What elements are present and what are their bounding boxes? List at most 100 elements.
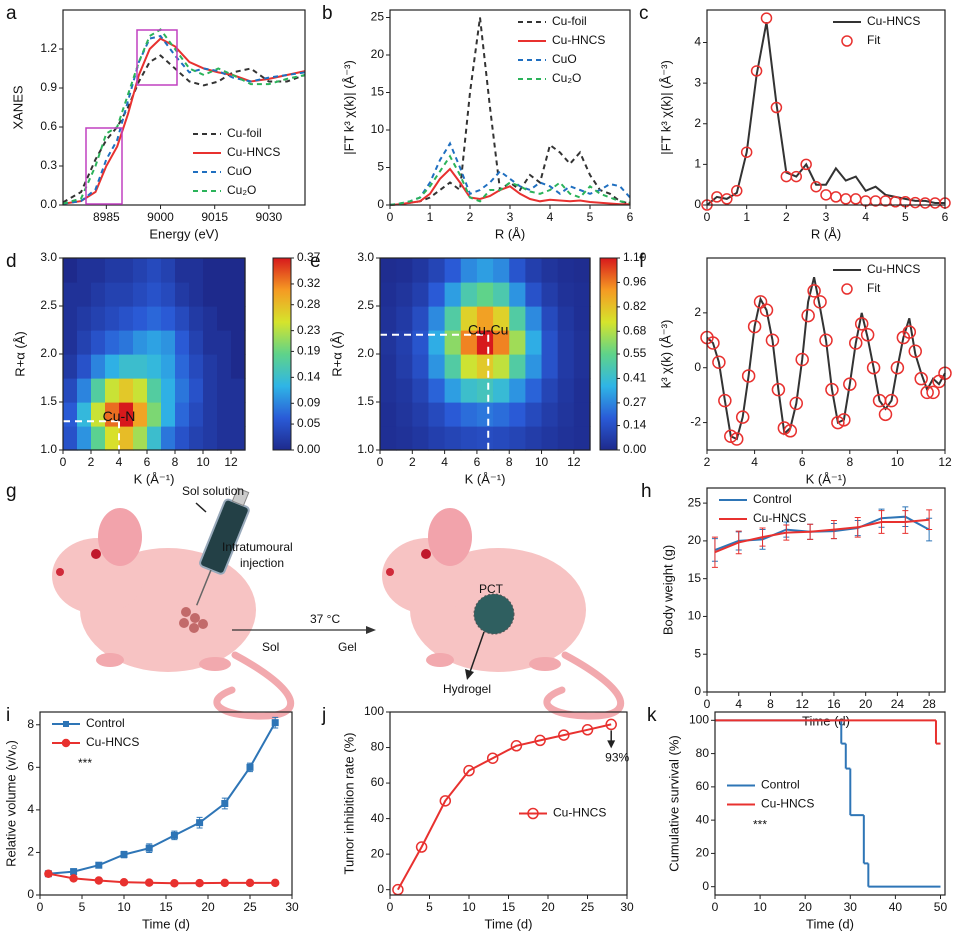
x-tick-label: 15 bbox=[502, 900, 516, 914]
heat-cell bbox=[147, 402, 162, 427]
error-bar bbox=[902, 510, 909, 534]
x-axis-label: Time (d) bbox=[806, 916, 854, 931]
heat-cell bbox=[509, 258, 526, 283]
x-tick-label: 2 bbox=[783, 210, 790, 224]
heat-cell bbox=[541, 306, 559, 331]
series-line bbox=[48, 722, 277, 875]
point bbox=[220, 878, 230, 888]
colorbar bbox=[272, 257, 292, 451]
x-tick-label: 1 bbox=[427, 210, 434, 224]
series-line bbox=[397, 723, 612, 891]
heat-cell bbox=[396, 282, 413, 307]
x-axis-label: K (Å⁻¹) bbox=[465, 471, 506, 486]
heat-cell bbox=[476, 330, 494, 355]
point bbox=[94, 876, 104, 885]
heat-cell bbox=[217, 282, 232, 307]
point bbox=[486, 752, 499, 764]
y-tick-label: 0.6 bbox=[40, 119, 57, 133]
heat-cell bbox=[119, 330, 134, 355]
y-tick-label: 0 bbox=[694, 197, 701, 211]
heat-cell bbox=[63, 402, 78, 427]
heat-cell bbox=[493, 354, 510, 379]
heat-cell bbox=[175, 354, 190, 379]
y-tick-label: 15 bbox=[371, 85, 385, 99]
heat-cell bbox=[231, 306, 246, 331]
y-tick-label: 5 bbox=[694, 646, 701, 660]
plot-frame bbox=[62, 9, 306, 206]
x-tick-label: 5 bbox=[79, 900, 86, 914]
label: Hydrogel bbox=[443, 682, 491, 696]
legend-label: Cu-HNCS bbox=[553, 806, 606, 820]
heat-cell bbox=[460, 426, 478, 451]
heat-cell bbox=[105, 354, 120, 379]
y-tick-label: 1.2 bbox=[40, 41, 57, 55]
heat-cell bbox=[77, 426, 92, 451]
heat-cell bbox=[189, 306, 204, 331]
x-tick-label: 20 bbox=[859, 697, 873, 711]
point bbox=[926, 385, 940, 400]
y-tick-label: 60 bbox=[696, 779, 710, 793]
x-tick-label: 10 bbox=[891, 455, 905, 469]
point bbox=[741, 369, 756, 383]
point bbox=[813, 295, 827, 309]
heat-cell bbox=[105, 330, 120, 355]
heat-cell bbox=[133, 402, 148, 427]
point bbox=[747, 319, 762, 334]
x-tick-label: 1 bbox=[743, 210, 750, 224]
legend-swatch bbox=[61, 738, 71, 748]
heat-cell bbox=[444, 282, 462, 307]
point bbox=[783, 424, 798, 438]
x-tick-label: 4 bbox=[116, 455, 123, 469]
point bbox=[581, 724, 594, 736]
x-tick-label: 10 bbox=[196, 455, 210, 469]
heat-cell bbox=[175, 306, 190, 331]
x-tick-label: 12 bbox=[938, 455, 952, 469]
heat-cell bbox=[203, 282, 218, 307]
heat-cell bbox=[175, 330, 190, 355]
x-axis-label: R (Å) bbox=[811, 226, 841, 241]
legend-label: Control bbox=[761, 778, 800, 792]
y-tick-label: 2.0 bbox=[357, 346, 374, 360]
x-tick-label: 0 bbox=[387, 210, 394, 224]
point bbox=[909, 196, 921, 209]
heat-cell bbox=[541, 258, 559, 283]
point bbox=[120, 851, 128, 859]
y-axis-label: Relative volume (v/v₀) bbox=[3, 740, 18, 867]
syringe bbox=[196, 487, 250, 606]
legend-label: Cu-HNCS bbox=[552, 33, 605, 47]
x-tick-label: 40 bbox=[889, 900, 903, 914]
label: Sol solution bbox=[182, 484, 244, 498]
heat-cell bbox=[557, 306, 575, 331]
x-tick-label: 3 bbox=[823, 210, 830, 224]
heat-cell bbox=[380, 330, 397, 355]
heat-cell bbox=[573, 378, 591, 403]
y-tick-label: 100 bbox=[364, 704, 384, 718]
point bbox=[770, 101, 783, 114]
heat-cell bbox=[428, 378, 446, 403]
heat-cell bbox=[541, 330, 559, 355]
heat-cell bbox=[203, 330, 218, 355]
x-tick-label: 0 bbox=[387, 900, 394, 914]
legend-label: Cu-foil bbox=[552, 14, 587, 28]
heat-cell bbox=[133, 426, 148, 451]
heat-cell bbox=[161, 426, 176, 451]
legend-label: Cu-HNCS bbox=[86, 735, 139, 749]
x-tick-label: 0 bbox=[704, 697, 711, 711]
plot-frame bbox=[39, 711, 293, 896]
y-axis-label: Tumor inhibition rate (%) bbox=[341, 733, 356, 875]
point bbox=[854, 317, 869, 331]
y-tick-label: 0 bbox=[377, 197, 384, 211]
heat-cell bbox=[175, 378, 190, 403]
heat-cell bbox=[412, 282, 430, 307]
point bbox=[69, 874, 78, 883]
legend-label: Control bbox=[86, 716, 125, 730]
x-tick-label: 5 bbox=[902, 210, 909, 224]
y-tick-label: 40 bbox=[696, 812, 710, 826]
heat-cell bbox=[63, 282, 78, 307]
heat-cell bbox=[189, 282, 204, 307]
heat-cell bbox=[133, 330, 148, 355]
series-line bbox=[62, 28, 306, 205]
point bbox=[884, 393, 899, 408]
x-tick-label: 6 bbox=[799, 455, 806, 469]
